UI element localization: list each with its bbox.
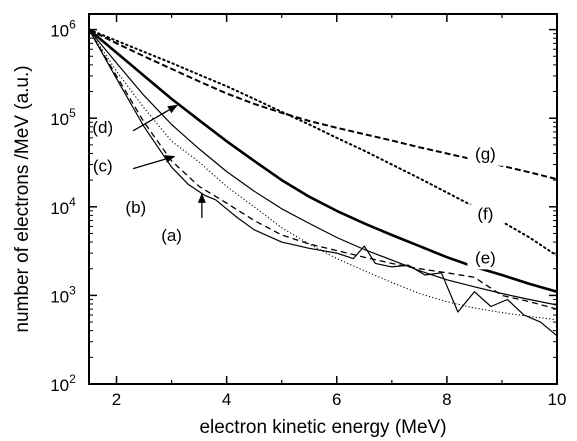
series-line-c (89, 29, 557, 321)
annotations-layer: (a) (b) (c) (d) (e) (f) (g) (84, 104, 504, 270)
ticks-layer: 2 4 6 8 10 102 103 104 105 106 (50, 14, 566, 409)
curve-label-bg (467, 204, 504, 226)
curve-label-bg (84, 118, 121, 140)
curve-label-c: (c) (93, 157, 113, 176)
series-line-a (89, 29, 557, 337)
curve-label-a: (a) (161, 226, 182, 245)
curve-label-g: (g) (475, 145, 496, 164)
curve-label-f: (f) (477, 204, 493, 223)
curve-label-bg (467, 144, 504, 166)
plot-frame (88, 13, 558, 385)
y-tick-label: 103 (50, 283, 76, 306)
series-line-d (89, 29, 557, 306)
y-tick-label: 104 (50, 195, 76, 218)
annotation-arrow (132, 104, 178, 132)
curve-label-bg (467, 248, 504, 270)
y-tick-label: 105 (50, 106, 76, 129)
series-line-g (89, 28, 557, 181)
x-tick-label: 10 (548, 390, 567, 409)
annotation-arrow (132, 155, 176, 170)
x-tick-label: 8 (442, 390, 451, 409)
curve-label-bg (84, 156, 121, 178)
curves-layer (89, 28, 557, 337)
curve-label-bg (153, 226, 190, 248)
axes-layer (88, 13, 558, 385)
curve-label-b: (b) (125, 198, 146, 217)
y-tick-label: 106 (50, 18, 76, 41)
y-tick-label: 102 (50, 372, 76, 395)
x-tick-label: 4 (222, 390, 231, 409)
y-axis-label: number of electrons /MeV (a.u.) (12, 65, 33, 332)
curve-label-e: (e) (475, 248, 496, 267)
series-line-b (89, 29, 557, 310)
curve-label-bg (117, 198, 154, 220)
x-axis-label: electron kinetic energy (MeV) (199, 417, 446, 438)
x-tick-label: 6 (332, 390, 341, 409)
x-tick-label: 2 (112, 390, 121, 409)
curve-label-d: (d) (92, 118, 113, 137)
